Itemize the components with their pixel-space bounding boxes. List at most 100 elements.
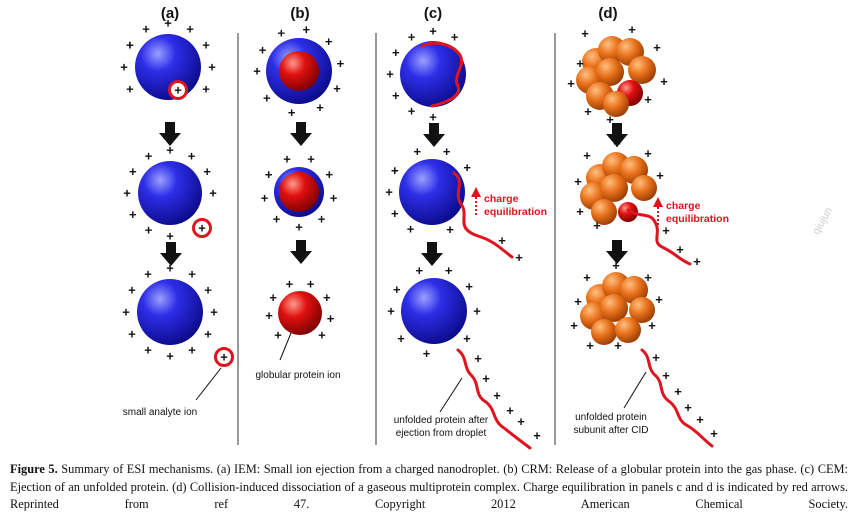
droplet-a1-charge-1: + — [142, 21, 150, 36]
droplet-a2-charge-8: + — [129, 207, 137, 222]
droplet-b2-charge-7: + — [273, 211, 281, 226]
complex-d3-charge-6: + — [586, 338, 594, 353]
protein-b2 — [279, 172, 319, 212]
droplet-a3-charge-9: + — [144, 343, 152, 358]
droplet-c3-charge-2: + — [445, 263, 453, 278]
chain-d3-charge-1: + — [662, 368, 670, 383]
protein-b3-charge-2: + — [307, 276, 315, 291]
droplet-c3-charge-5: + — [463, 331, 471, 346]
droplet-c2-charge-5: + — [391, 206, 399, 221]
chain-d3-charge-5: + — [710, 426, 718, 441]
multiprotein-complex-d2 — [580, 152, 657, 225]
droplet-a2-charge-0: + — [129, 164, 137, 179]
chain-c2-charge-0: + — [446, 222, 454, 237]
small-ion-charge: + — [220, 350, 228, 365]
chain-c3-charge-1: + — [482, 371, 490, 386]
droplet-a2 — [138, 161, 202, 225]
unfolded-chain-c1 — [420, 41, 463, 108]
droplet-c1-charge-0: + — [392, 45, 400, 60]
droplet-b2-charge-4: + — [330, 191, 338, 206]
analyte-ion-ejecting — [192, 218, 212, 238]
droplet-a1-charge-4: + — [202, 38, 210, 53]
caption-figure-label: Figure 5. — [10, 462, 58, 476]
arrow-d2 — [606, 240, 628, 264]
panel-label-a: (a) — [161, 5, 179, 22]
charge-equilibration-label-c1: charge — [484, 193, 519, 205]
caption-globular-protein-ion: globular protein ion — [255, 370, 340, 381]
complex-d1-charge-6: + — [606, 112, 614, 127]
droplet-a1-charge-9: + — [126, 38, 134, 53]
droplet-b1-charge-4: + — [337, 56, 345, 71]
charge-equilibration-label-d1: charge — [666, 200, 701, 212]
droplet-b2-charge-5: + — [318, 211, 326, 226]
complex-d1-charge-4: + — [567, 76, 575, 91]
droplet-a3-charge-5: + — [210, 305, 218, 320]
unfolded-chain-d2 — [626, 208, 692, 266]
complex-d2-charge-4: + — [574, 174, 582, 189]
chain-c3-charge-3: + — [506, 403, 514, 418]
globular-protein-ion — [278, 291, 322, 335]
droplet-a2-charge-2: + — [166, 143, 174, 158]
arrow-a2 — [160, 242, 182, 266]
droplet-a3-charge-4: + — [204, 283, 212, 298]
droplet-c3 — [401, 278, 467, 344]
chain-d3-charge-0: + — [652, 350, 660, 365]
droplet-c1-charge-2: + — [429, 24, 437, 39]
complex-d2-charge-6: + — [593, 218, 601, 233]
droplet-b2-charge-3: + — [326, 167, 334, 182]
droplet-c2-charge-3: + — [463, 160, 471, 175]
esi-mechanisms-figure: (a) (b) (c) (d) + + + small analyte ion … — [120, 5, 729, 450]
droplet-b1-charge-8: + — [263, 91, 271, 106]
droplet-c2-charge-7: + — [391, 163, 399, 178]
multiprotein-complex-d1 — [576, 36, 656, 117]
droplet-c3-charge-7: + — [397, 331, 405, 346]
pointer-globular-protein — [279, 332, 292, 361]
droplet-c3-charge-1: + — [416, 263, 424, 278]
droplet-c3-charge-8: + — [387, 304, 395, 319]
droplet-b1-charge-1: + — [278, 25, 286, 40]
analyte-ion-highlight — [168, 80, 188, 100]
complex-d2-charge-3: + — [656, 168, 664, 183]
droplet-a1-charge-6: + — [202, 82, 210, 97]
protein-b3-charge-7: + — [265, 308, 273, 323]
chain-c3-charge-4: + — [517, 414, 525, 429]
pointer-unfolded-protein-c — [439, 377, 463, 413]
droplet-a2-charge-9: + — [123, 186, 131, 201]
charge-equilibration-label-d2: equilibration — [666, 213, 729, 225]
droplet-a3-charge-7: + — [188, 343, 196, 358]
protein-b1 — [279, 51, 319, 91]
chain-c3-charge-5: + — [533, 428, 541, 443]
complex-d1-charge-5: + — [584, 104, 592, 119]
droplet-c2-charge-0: + — [391, 163, 399, 178]
chain-d3-charge-2: + — [674, 384, 682, 399]
pointer-small-ion — [195, 367, 222, 401]
droplet-a1-charge-5: + — [208, 60, 216, 75]
complex-d1-charge-1: + — [628, 22, 636, 37]
complex-d3-charge-2: + — [644, 270, 652, 285]
droplet-c1-charge-5: + — [408, 104, 416, 119]
arrow-d1 — [606, 123, 628, 147]
droplet-c2-charge-1: + — [414, 144, 422, 159]
droplet-a2-charge-1: + — [145, 148, 153, 163]
droplet-a3-charge-2: + — [166, 261, 174, 276]
multiprotein-complex-d3 — [580, 272, 655, 345]
droplet-a1-charge-8: + — [120, 60, 128, 75]
droplet-b2-charge-0: + — [265, 167, 273, 182]
chain-d3-charge-3: + — [684, 400, 692, 415]
droplet-b2-charge-6: + — [295, 220, 303, 235]
droplet-c1-charge-7: + — [386, 67, 394, 82]
complex-d1-charge-8: + — [660, 74, 668, 89]
protein-b3-charge-4: + — [327, 311, 335, 326]
droplet-a3-charge-3: + — [188, 266, 196, 281]
caption-small-analyte-ion: small analyte ion — [123, 407, 197, 418]
chain-c2-charge-1: + — [498, 233, 506, 248]
droplet-b1-charge-0: + — [259, 43, 267, 58]
complex-d3-charge-4: + — [574, 294, 582, 309]
droplet-b1-charge-5: + — [333, 81, 341, 96]
droplet-c3-charge-6: + — [423, 346, 431, 361]
protein-b3-charge-0: + — [269, 290, 277, 305]
complex-d2-charge-5: + — [576, 204, 584, 219]
droplet-c2 — [399, 159, 465, 225]
chain-d2-charge-2: + — [693, 254, 701, 269]
figure-caption: Figure 5. Summary of ESI mechanisms. (a)… — [10, 461, 848, 514]
